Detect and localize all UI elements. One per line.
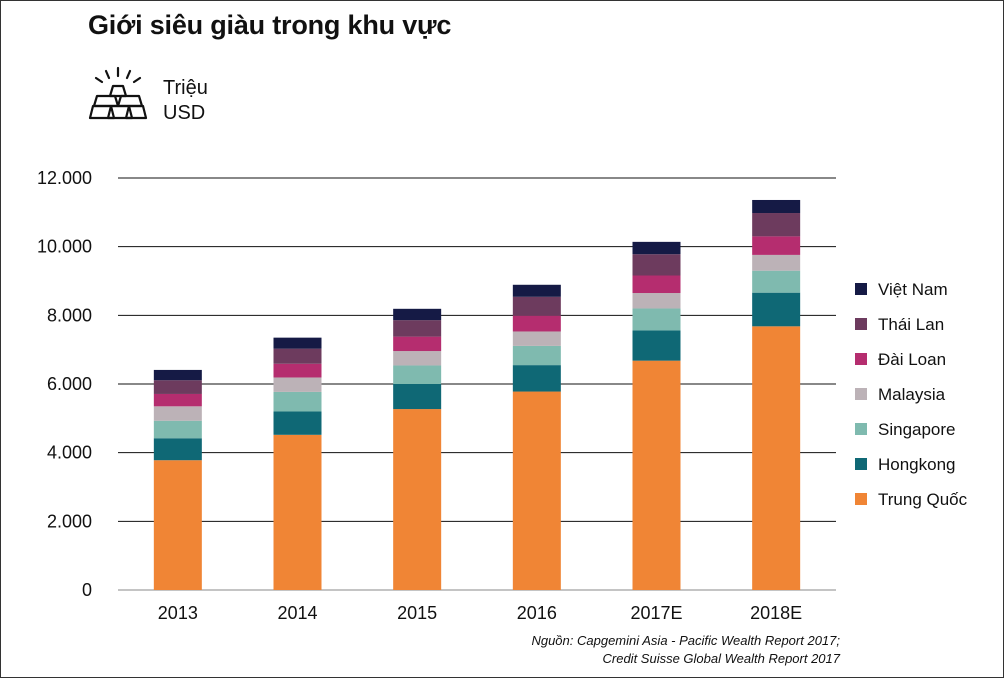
bar-segment: [633, 293, 681, 308]
bar-segment: [752, 200, 800, 213]
y-tick-label: 8.000: [47, 305, 92, 325]
x-tick-label: 2018E: [750, 603, 802, 623]
legend-swatch: [855, 458, 867, 470]
bar-segment: [274, 349, 322, 364]
bar-segment: [154, 438, 202, 460]
bar-segment: [513, 331, 561, 345]
legend-swatch: [855, 493, 867, 505]
legend-label: Singapore: [878, 420, 956, 439]
x-tick-label: 2017E: [630, 603, 682, 623]
y-tick-label: 2.000: [47, 511, 92, 531]
x-tick-label: 2014: [277, 603, 317, 623]
bar-segment: [393, 309, 441, 320]
bar-segment: [513, 316, 561, 332]
legend-swatch: [855, 283, 867, 295]
bar-segment: [633, 254, 681, 275]
legend-swatch: [855, 423, 867, 435]
x-tick-label: 2013: [158, 603, 198, 623]
legend-label: Hongkong: [878, 455, 956, 474]
bar-segment: [752, 236, 800, 255]
y-tick-label: 0: [82, 580, 92, 600]
y-tick-label: 12.000: [37, 168, 92, 188]
y-tick-label: 10.000: [37, 237, 92, 257]
bar-segment: [274, 377, 322, 391]
bar-segment: [393, 337, 441, 351]
x-tick-label: 2015: [397, 603, 437, 623]
bar-segment: [752, 326, 800, 590]
bar-segment: [393, 351, 441, 365]
bar-segment: [513, 285, 561, 297]
bar-segment: [752, 213, 800, 236]
bar-segment: [393, 320, 441, 336]
bar-segment: [752, 255, 800, 271]
legend-swatch: [855, 388, 867, 400]
bar-segment: [513, 392, 561, 590]
bar-segment: [513, 365, 561, 391]
y-tick-label: 4.000: [47, 443, 92, 463]
bar-segment: [393, 384, 441, 409]
source-line-2: Credit Suisse Global Wealth Report 2017: [531, 650, 840, 668]
bar-segment: [393, 365, 441, 384]
bar-segment: [633, 276, 681, 294]
legend-label: Đài Loan: [878, 350, 946, 369]
bar-segment: [154, 380, 202, 394]
y-tick-label: 6.000: [47, 374, 92, 394]
legend-label: Malaysia: [878, 385, 946, 404]
bar-segment: [274, 338, 322, 349]
bar-segment: [752, 293, 800, 327]
bar-segment: [154, 460, 202, 590]
bar-segment: [513, 346, 561, 365]
bar-segment: [274, 392, 322, 412]
bar-segment: [633, 242, 681, 254]
bar-segment: [633, 308, 681, 330]
bar-segment: [274, 435, 322, 590]
bar-segment: [154, 406, 202, 420]
legend-swatch: [855, 318, 867, 330]
bar-segment: [633, 361, 681, 590]
bar-segment: [752, 271, 800, 293]
legend-swatch: [855, 353, 867, 365]
stacked-bar-chart: 0 2.000 4.000 6.000 8.000 10.000 12.000 2013 201…: [0, 0, 1004, 678]
bar-segment: [154, 394, 202, 406]
bar-segment: [393, 409, 441, 590]
x-tick-label: 2016: [517, 603, 557, 623]
source-note: Nguồn: Capgemini Asia - Pacific Wealth R…: [531, 632, 840, 668]
legend-label: Việt Nam: [878, 280, 948, 299]
bar-segment: [154, 421, 202, 439]
bar-segment: [274, 364, 322, 378]
bar-segment: [633, 330, 681, 360]
bar-segment: [154, 370, 202, 380]
bar-segment: [274, 411, 322, 434]
legend-label: Trung Quốc: [878, 490, 968, 509]
source-line-1: Nguồn: Capgemini Asia - Pacific Wealth R…: [531, 632, 840, 650]
bar-segment: [513, 297, 561, 316]
legend-label: Thái Lan: [878, 315, 944, 334]
